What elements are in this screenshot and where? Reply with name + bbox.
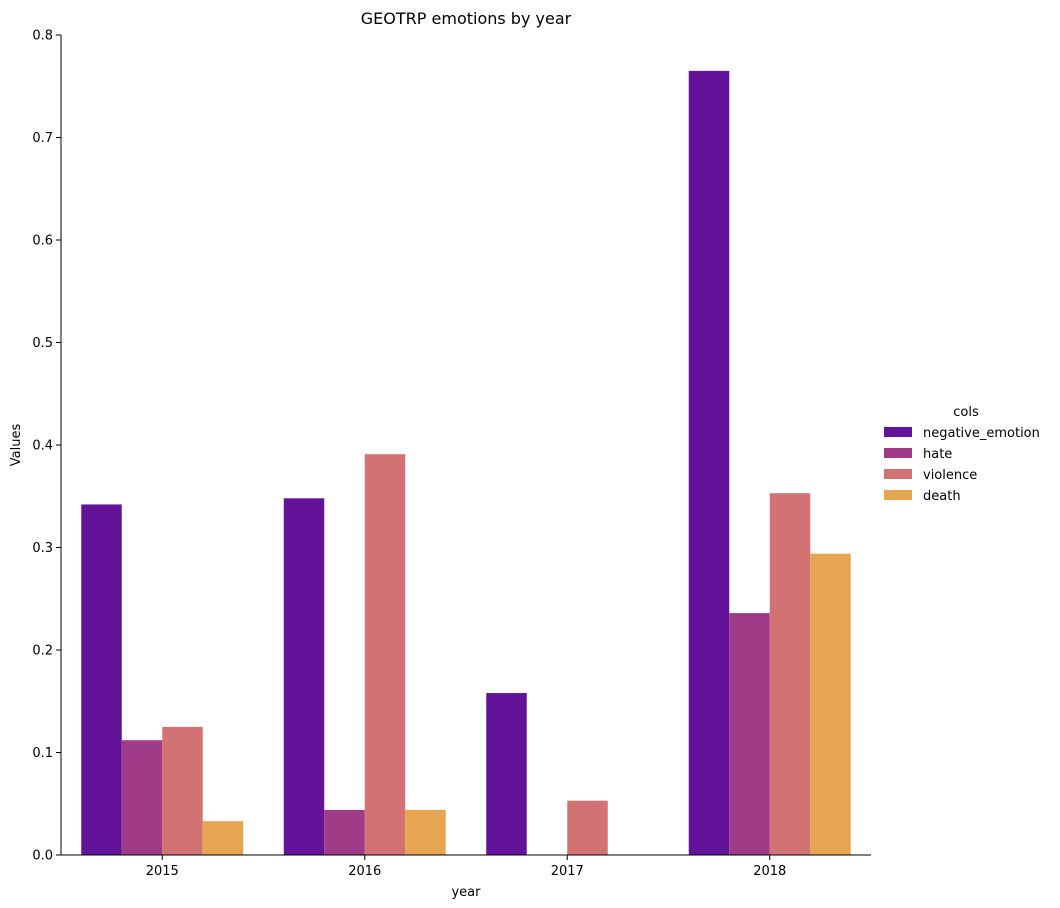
x-tick-label: 2017 xyxy=(551,864,584,879)
bar-violence-2017 xyxy=(567,800,608,855)
legend-title: cols xyxy=(953,405,979,420)
y-axis-label: Values xyxy=(9,424,24,467)
x-tick-label: 2015 xyxy=(146,864,179,879)
bar-negative_emotion-2018 xyxy=(688,70,730,856)
bar-negative_emotion-2017 xyxy=(486,693,527,855)
chart-title: GEOTRP emotions by year xyxy=(361,9,572,28)
bar-violence-2018 xyxy=(769,493,811,855)
bar-death-2016 xyxy=(405,809,446,855)
y-tick-label: 0.0 xyxy=(32,849,53,864)
y-tick-label: 0.3 xyxy=(32,541,53,556)
y-tick-label: 0.7 xyxy=(32,131,53,146)
y-tick-label: 0.1 xyxy=(32,746,53,761)
bar-hate-2018 xyxy=(729,613,770,855)
bar-negative_emotion-2016 xyxy=(283,498,325,855)
legend-swatch-death xyxy=(884,490,912,500)
legend-swatch-negative_emotion xyxy=(884,427,912,437)
legend-swatch-hate xyxy=(884,448,912,458)
legend-swatch-violence xyxy=(884,469,912,479)
y-tick-label: 0.6 xyxy=(32,234,53,249)
legend-label-violence: violence xyxy=(923,468,977,483)
y-tick-label: 0.4 xyxy=(32,439,53,454)
bar-negative_emotion-2015 xyxy=(81,504,122,855)
y-tick-label: 0.5 xyxy=(32,336,53,351)
y-tick-label: 0.8 xyxy=(32,29,53,44)
bar-hate-2016 xyxy=(324,809,365,855)
plot-area: 0.0 0.1 0.2 0.3 0.4 0.5 0.6 0.7 0.8 2015 2016 2017 2… xyxy=(32,29,871,879)
bar-hate-2015 xyxy=(121,740,163,855)
y-tick-label: 0.2 xyxy=(32,644,53,659)
x-tick-label: 2016 xyxy=(348,864,381,879)
bar-violence-2015 xyxy=(162,726,203,856)
bar-violence-2016 xyxy=(364,454,406,855)
bar-death-2018 xyxy=(810,553,851,855)
legend-label-negative_emotion: negative_emotion xyxy=(923,426,1040,441)
legend-label-hate: hate xyxy=(923,447,952,462)
bar-death-2015 xyxy=(202,821,244,855)
legend-label-death: death xyxy=(923,489,961,504)
x-axis-label: year xyxy=(451,885,481,900)
x-tick-label: 2018 xyxy=(753,864,786,879)
